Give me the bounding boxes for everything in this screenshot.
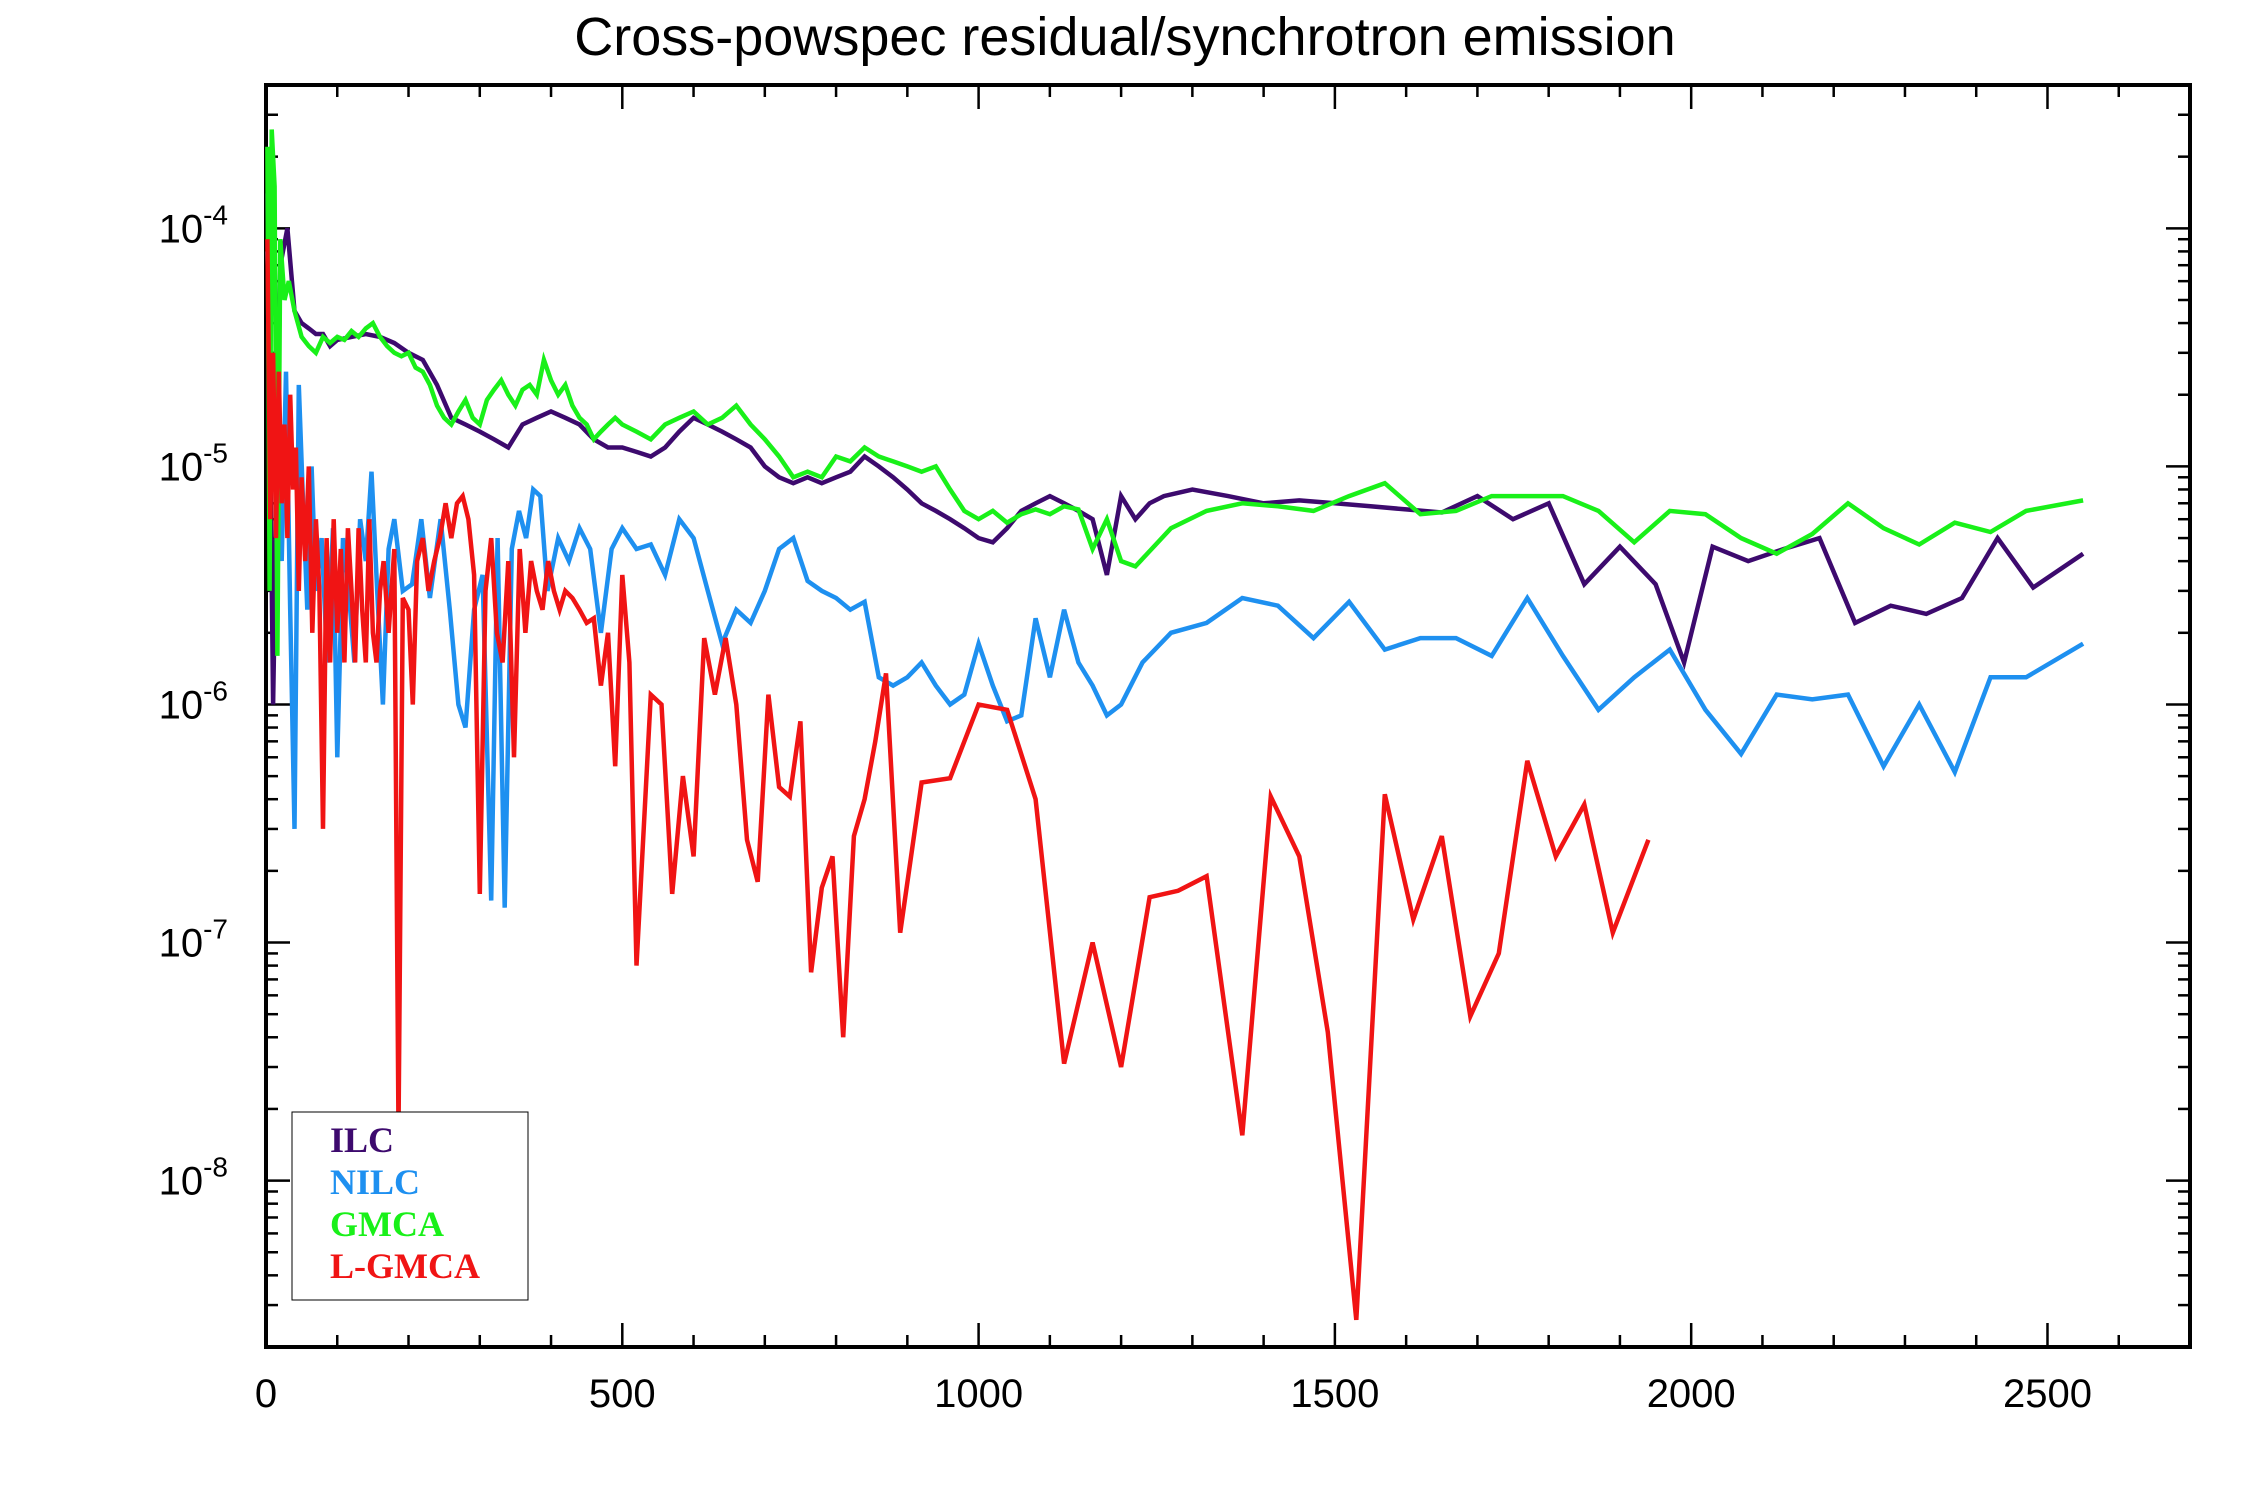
y-tick-label: 10-6 <box>159 675 228 727</box>
x-tick-label: 2000 <box>1647 1372 1736 1416</box>
y-tick-label: 10-7 <box>159 914 228 966</box>
legend-label-gmca: GMCA <box>330 1204 444 1244</box>
x-tick-label: 2500 <box>2003 1372 2092 1416</box>
y-tick-label: 10-8 <box>159 1152 228 1204</box>
series-line-l-gmca <box>265 239 1651 1321</box>
plot-frame <box>264 83 2192 1349</box>
x-tick-label: 0 <box>255 1372 277 1416</box>
legend-box <box>291 1111 529 1301</box>
x-tick-label: 1500 <box>1290 1372 1379 1416</box>
x-tick-label: 1000 <box>934 1372 1023 1416</box>
y-tick-label: 10-5 <box>159 437 228 489</box>
y-tick-label: 10-4 <box>159 199 228 251</box>
series-line-gmca <box>265 129 2084 656</box>
legend: ILC NILC GMCA L-GMCA <box>291 1111 529 1301</box>
legend-label-l-gmca: L-GMCA <box>330 1246 480 1286</box>
legend-label-nilc: NILC <box>330 1162 420 1202</box>
chart-title: Cross-powspec residual/synchrotron emiss… <box>574 7 1675 67</box>
series-line-ilc <box>265 193 2085 705</box>
series-line-nilc <box>265 251 2085 908</box>
series-lines <box>265 129 2085 1321</box>
axis-ticks <box>264 83 2192 1349</box>
legend-label-ilc: ILC <box>330 1120 394 1160</box>
x-tick-label: 500 <box>589 1372 656 1416</box>
axis-tick-labels: 0 500 1000 1500 2000 2500 10-8 10-7 10-6 10-5 10-4 <box>159 199 2092 1416</box>
